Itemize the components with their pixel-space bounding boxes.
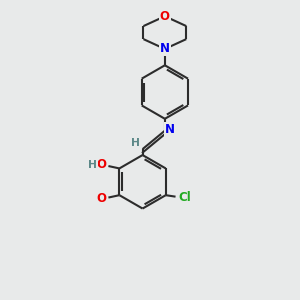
Text: N: N — [165, 123, 175, 136]
Text: O: O — [97, 158, 106, 171]
Text: Cl: Cl — [179, 191, 191, 204]
Text: N: N — [160, 42, 170, 56]
Text: O: O — [97, 192, 106, 205]
Text: H: H — [131, 138, 140, 148]
Text: H: H — [88, 160, 97, 170]
Text: O: O — [160, 10, 170, 23]
